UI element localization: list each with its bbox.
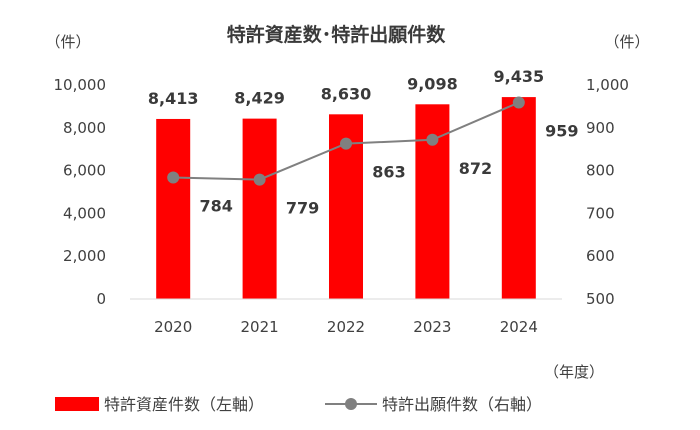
bar-data-label: 9,435 [493, 67, 544, 86]
bar-data-label: 9,098 [407, 74, 458, 93]
right-tick-label: 1,000 [586, 76, 629, 94]
bar-data-label: 8,630 [321, 84, 372, 103]
bar [415, 104, 450, 300]
bar [242, 118, 277, 299]
line-point [253, 173, 266, 186]
line-point [167, 171, 180, 184]
right-tick-label: 900 [586, 119, 615, 137]
left-tick-label: 6,000 [63, 162, 106, 180]
x-tick-label: 2020 [154, 318, 192, 336]
line-data-label: 779 [286, 199, 319, 218]
line-data-label: 872 [459, 159, 492, 178]
x-tick-label: 2021 [241, 318, 279, 336]
right-tick-label: 700 [586, 204, 615, 222]
left-tick-label: 8,000 [63, 119, 106, 137]
right-tick-label: 600 [586, 247, 615, 265]
x-tick-label: 2023 [413, 318, 451, 336]
bar [156, 118, 191, 300]
x-tick-label: 2024 [500, 318, 538, 336]
right-axis-unit: （件） [604, 33, 649, 51]
line-data-label: 784 [199, 196, 232, 215]
legend-swatch-bar [55, 397, 99, 411]
left-tick-label: 2,000 [63, 247, 106, 265]
left-axis-unit: （件） [45, 33, 90, 51]
legend-label-line: 特許出願件数（右軸） [382, 395, 542, 414]
line-point [426, 133, 439, 146]
line-data-label: 863 [372, 163, 405, 182]
bar-data-label: 8,429 [234, 89, 285, 108]
bar [501, 97, 536, 299]
legend: 特許資産件数（左軸） 特許出願件数（右軸） [55, 395, 542, 414]
legend-marker-line [345, 398, 357, 410]
right-axis-ticks: 500 600 700 800 900 1,000 [586, 76, 629, 308]
line-data-label: 959 [545, 122, 578, 141]
legend-label-bar: 特許資産件数（左軸） [104, 395, 264, 414]
line-series: 784 779 863 872 959 [167, 96, 579, 218]
line-point [340, 137, 352, 150]
x-axis-unit: （年度） [544, 363, 604, 381]
right-tick-label: 500 [586, 290, 615, 308]
left-tick-label: 10,000 [54, 76, 107, 94]
left-tick-label: 0 [96, 290, 106, 308]
chart-title: 特許資産数･特許出願件数 [227, 23, 447, 46]
line-point [512, 96, 525, 109]
bar-series: 8,413 8,429 8,630 9,098 9,435 [148, 67, 544, 300]
x-axis-ticks: 2020 2021 2022 2023 2024 [154, 318, 538, 336]
bar-data-label: 8,413 [148, 89, 199, 108]
left-tick-label: 4,000 [63, 204, 106, 222]
right-tick-label: 800 [586, 162, 615, 180]
left-axis-ticks: 0 2,000 4,000 6,000 8,000 10,000 [54, 76, 107, 308]
x-tick-label: 2022 [327, 318, 365, 336]
